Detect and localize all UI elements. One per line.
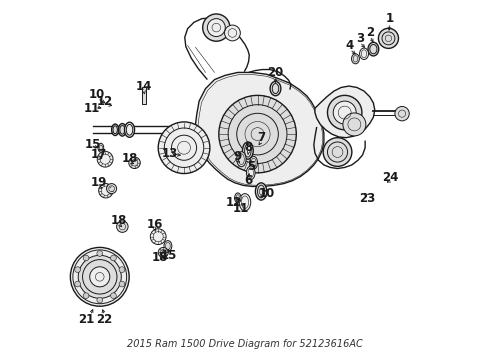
Text: 2: 2: [366, 26, 374, 39]
Circle shape: [83, 255, 89, 261]
Circle shape: [378, 28, 398, 48]
Circle shape: [203, 14, 230, 41]
Ellipse shape: [270, 81, 281, 96]
Ellipse shape: [239, 194, 251, 211]
Text: 16: 16: [147, 218, 163, 231]
Ellipse shape: [98, 143, 104, 152]
Text: 12: 12: [97, 95, 113, 108]
Text: 10: 10: [259, 187, 275, 200]
Circle shape: [97, 297, 102, 303]
Ellipse shape: [246, 166, 255, 180]
Text: 3: 3: [356, 32, 364, 45]
Polygon shape: [380, 29, 396, 48]
Circle shape: [119, 281, 125, 287]
Text: 7: 7: [257, 131, 265, 144]
Polygon shape: [315, 86, 375, 138]
Ellipse shape: [368, 42, 379, 56]
Circle shape: [107, 184, 117, 194]
Text: 1: 1: [386, 12, 394, 25]
Circle shape: [395, 107, 409, 121]
Circle shape: [224, 25, 240, 41]
Circle shape: [219, 95, 296, 173]
Ellipse shape: [351, 54, 359, 64]
Ellipse shape: [237, 152, 246, 167]
Circle shape: [158, 247, 168, 257]
Text: 11: 11: [233, 202, 249, 215]
Text: 10: 10: [89, 88, 105, 101]
Text: 15: 15: [161, 249, 177, 262]
Circle shape: [83, 293, 89, 298]
Text: 22: 22: [97, 312, 113, 326]
Ellipse shape: [119, 123, 126, 136]
Text: 5: 5: [247, 160, 256, 173]
Text: 4: 4: [345, 39, 354, 52]
Ellipse shape: [164, 240, 172, 251]
Text: 18: 18: [151, 251, 168, 264]
Circle shape: [97, 251, 102, 256]
Ellipse shape: [245, 144, 251, 157]
Text: 13: 13: [162, 147, 178, 159]
Text: 2015 Ram 1500 Drive Diagram for 52123616AC: 2015 Ram 1500 Drive Diagram for 52123616…: [127, 339, 363, 349]
Text: 21: 21: [78, 312, 95, 326]
Ellipse shape: [124, 122, 135, 137]
Circle shape: [111, 293, 116, 298]
Circle shape: [129, 157, 140, 168]
Text: 23: 23: [359, 192, 375, 205]
Text: 15: 15: [85, 138, 101, 151]
Circle shape: [98, 184, 113, 198]
Circle shape: [333, 101, 356, 124]
Text: 20: 20: [268, 66, 284, 79]
Circle shape: [74, 267, 80, 273]
Polygon shape: [195, 72, 324, 186]
Circle shape: [117, 221, 128, 232]
Text: 18: 18: [122, 152, 138, 165]
Text: 19: 19: [91, 176, 107, 189]
Circle shape: [74, 281, 80, 287]
Text: 11: 11: [83, 103, 99, 116]
Bar: [142, 87, 147, 104]
Circle shape: [97, 151, 113, 167]
Text: 9: 9: [233, 150, 241, 163]
Ellipse shape: [235, 193, 241, 203]
Text: 17: 17: [91, 148, 107, 161]
Circle shape: [111, 255, 116, 261]
Circle shape: [327, 95, 362, 130]
Text: 8: 8: [245, 141, 253, 154]
Text: 24: 24: [382, 171, 398, 184]
Ellipse shape: [255, 183, 267, 200]
Ellipse shape: [250, 156, 258, 169]
Circle shape: [90, 267, 110, 287]
Circle shape: [119, 267, 125, 273]
Ellipse shape: [243, 142, 253, 159]
Ellipse shape: [360, 48, 368, 59]
Circle shape: [78, 255, 122, 298]
Text: 6: 6: [245, 174, 253, 186]
Circle shape: [71, 247, 129, 306]
Text: 18: 18: [111, 214, 127, 227]
Text: 14: 14: [136, 80, 152, 93]
Circle shape: [207, 19, 225, 37]
Circle shape: [158, 122, 210, 174]
Circle shape: [150, 229, 166, 244]
Circle shape: [343, 113, 366, 136]
Ellipse shape: [112, 124, 119, 135]
Text: 12: 12: [225, 196, 242, 209]
Circle shape: [323, 138, 352, 166]
